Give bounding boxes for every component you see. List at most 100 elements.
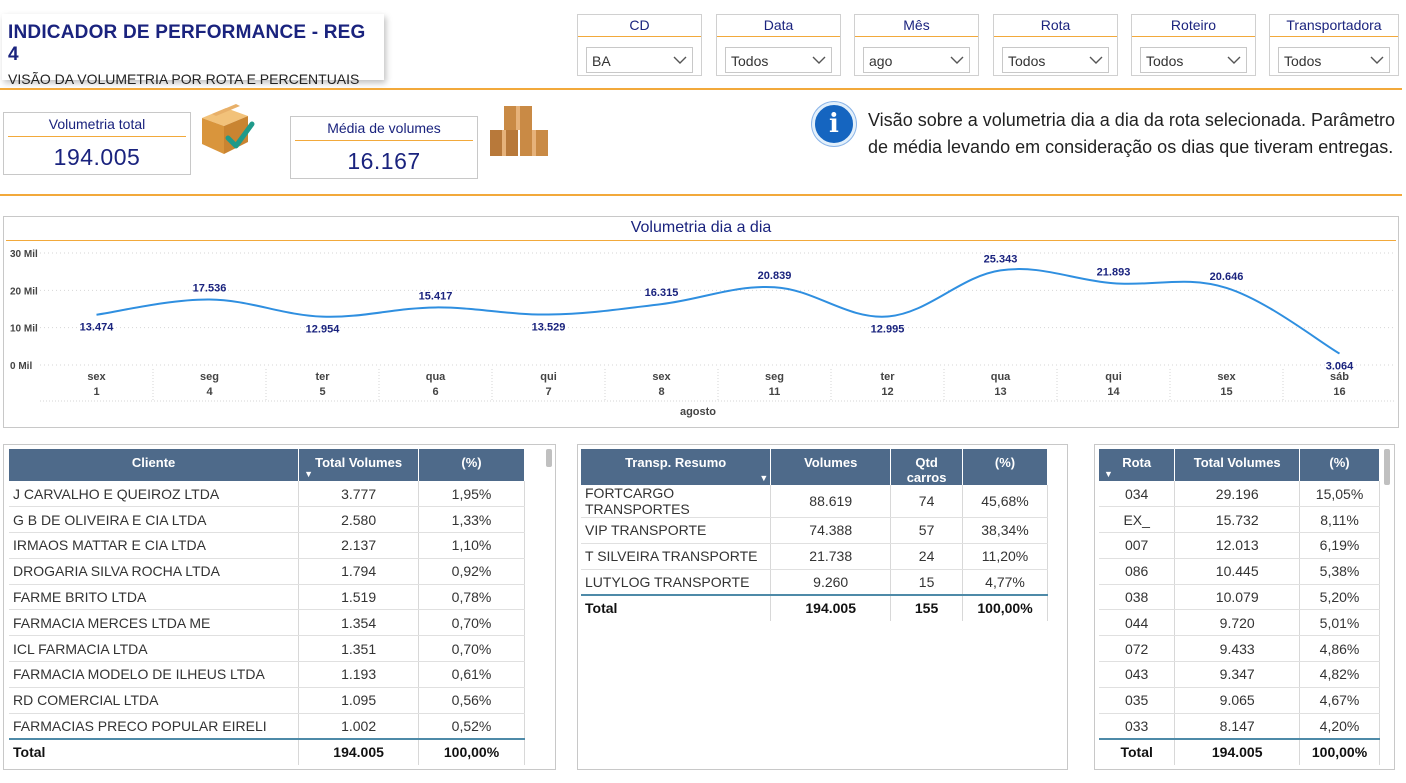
y-tick-label: 10 Mil [10, 324, 38, 335]
slicer-dropdown-data[interactable]: Todos [725, 47, 832, 73]
rotas-table: Rota ▼ Total Volumes (%) 034 29.196 15,05% EX_ 1… [1099, 449, 1380, 765]
table-cell: 2.580 [298, 506, 420, 534]
data-label: 25.343 [984, 253, 1018, 265]
data-label: 16.315 [645, 287, 679, 299]
x-tick-dow: sex [652, 371, 671, 383]
slicer-dropdown-rota[interactable]: Todos [1002, 47, 1109, 73]
table-row[interactable]: IRMAOS MATTAR E CIA LTDA 2.137 1,10% [9, 532, 525, 559]
slicer-label: Roteiro [1132, 15, 1255, 37]
table-cell: 1.095 [298, 687, 420, 714]
column-header[interactable]: (%) [1299, 449, 1380, 481]
table-row[interactable]: 043 9.347 4,82% [1099, 661, 1380, 688]
table-cell: 1.519 [298, 584, 420, 611]
table-row[interactable]: RD COMERCIAL LTDA 1.095 0,56% [9, 687, 525, 714]
table-row[interactable]: ICL FARMACIA LTDA 1.351 0,70% [9, 635, 525, 663]
table-row[interactable]: 007 12.013 6,19% [1099, 532, 1380, 559]
kpi-value: 194.005 [53, 144, 141, 170]
x-tick-day: 1 [93, 386, 99, 398]
column-header[interactable]: (%) [962, 449, 1048, 485]
table-cell: 10.079 [1174, 584, 1301, 611]
slicer-cd: CD BA [577, 14, 702, 76]
x-tick-day: 14 [1107, 386, 1120, 398]
scrollbar[interactable] [1384, 449, 1390, 485]
table-total-cell: 100,00% [418, 737, 525, 765]
table-cell: 4,77% [962, 569, 1048, 596]
column-header[interactable]: Rota ▼ [1099, 449, 1176, 481]
table-row[interactable]: FARMACIA MODELO DE ILHEUS LTDA 1.193 0,61% [9, 661, 525, 688]
table-row[interactable]: 034 29.196 15,05% [1099, 481, 1380, 508]
column-header[interactable]: Transp. Resumo ▼ [581, 449, 772, 485]
data-label: 3.064 [1326, 361, 1354, 373]
x-tick-day: 12 [881, 386, 893, 398]
column-header[interactable]: Cliente [9, 449, 300, 481]
column-header[interactable]: Total Volumes [1174, 449, 1301, 481]
table-cell: 044 [1099, 609, 1176, 637]
x-tick-dow: seg [200, 371, 219, 383]
table-row[interactable]: J CARVALHO E QUEIROZ LTDA 3.777 1,95% [9, 481, 525, 508]
slicer-dropdown-cd[interactable]: BA [586, 47, 693, 73]
table-cell: FARMACIA MODELO DE ILHEUS LTDA [9, 661, 300, 688]
table-cell: 1.794 [298, 558, 420, 585]
table-cell: 9.720 [1174, 609, 1301, 637]
chevron-down-icon [1370, 48, 1384, 65]
table-row[interactable]: 086 10.445 5,38% [1099, 558, 1380, 585]
table-total-cell: 155 [890, 593, 964, 621]
table-row[interactable]: FARMACIA MERCES LTDA ME 1.354 0,70% [9, 609, 525, 637]
slicer-dropdown-transportadora[interactable]: Todos [1278, 47, 1390, 73]
slicer-value: Todos [1284, 53, 1322, 69]
slicer-dropdown-roteiro[interactable]: Todos [1140, 47, 1247, 73]
y-tick-label: 0 Mil [10, 361, 32, 372]
slicer-label: Data [717, 15, 840, 37]
kpi-volumetria-total: Volumetria total 194.005 [3, 112, 191, 175]
table-row[interactable]: 072 9.433 4,86% [1099, 635, 1380, 663]
table-total-cell: Total [581, 593, 772, 621]
chevron-down-icon [673, 48, 687, 65]
data-label: 17.536 [193, 283, 227, 295]
slicer-transportadora: Transportadora Todos [1269, 14, 1399, 76]
data-label: 12.995 [871, 323, 905, 335]
slicer-value: Todos [731, 53, 769, 69]
x-tick-dow: seg [765, 371, 784, 383]
table-cell: 74.388 [770, 517, 892, 544]
table-cell: 1.351 [298, 635, 420, 663]
table-cell: 0,70% [418, 635, 525, 663]
table-cell: 12.013 [1174, 532, 1301, 559]
sort-desc-icon[interactable]: ▼ [759, 473, 769, 483]
table-cell: 0,61% [418, 661, 525, 688]
slicer-dropdown-mes[interactable]: ago [863, 47, 970, 73]
kpi-label: Média de volumes [295, 117, 473, 141]
table-row[interactable]: FARME BRITO LTDA 1.519 0,78% [9, 584, 525, 611]
table-row[interactable]: 033 8.147 4,20% [1099, 713, 1380, 740]
column-header[interactable]: (%) [418, 449, 525, 481]
table-row[interactable]: FARMACIAS PRECO POPULAR EIRELI 1.002 0,52% [9, 713, 525, 740]
table-row[interactable]: 035 9.065 4,67% [1099, 687, 1380, 714]
table-row[interactable]: FORTCARGO TRANSPORTES 88.619 74 45,68% [581, 485, 1048, 518]
table-cell: 033 [1099, 713, 1176, 740]
table-cell: 38,34% [962, 517, 1048, 544]
scrollbar[interactable] [546, 449, 552, 467]
table-cell: VIP TRANSPORTE [581, 517, 772, 544]
table-row[interactable]: LUTYLOG TRANSPORTE 9.260 15 4,77% [581, 569, 1048, 596]
column-header[interactable]: Volumes [770, 449, 892, 485]
sort-desc-icon[interactable]: ▼ [1104, 469, 1113, 479]
table-row[interactable]: T SILVEIRA TRANSPORTE 21.738 24 11,20% [581, 543, 1048, 570]
table-row[interactable]: EX_ 15.732 8,11% [1099, 506, 1380, 534]
column-header[interactable]: Qtd carros [890, 449, 964, 485]
table-row[interactable]: DROGARIA SILVA ROCHA LTDA 1.794 0,92% [9, 558, 525, 585]
table-row[interactable]: G B DE OLIVEIRA E CIA LTDA 2.580 1,33% [9, 506, 525, 534]
table-cell: EX_ [1099, 506, 1176, 534]
table-row[interactable]: 038 10.079 5,20% [1099, 584, 1380, 611]
info-icon: i [812, 102, 856, 146]
table-cell: 072 [1099, 635, 1176, 663]
chart-title: Volumetria dia a dia [6, 217, 1396, 241]
y-tick-label: 30 Mil [10, 249, 38, 260]
table-cell: FARMACIAS PRECO POPULAR EIRELI [9, 713, 300, 740]
table-row[interactable]: VIP TRANSPORTE 74.388 57 38,34% [581, 517, 1048, 544]
chevron-down-icon [950, 48, 964, 65]
table-row[interactable]: 044 9.720 5,01% [1099, 609, 1380, 637]
sort-desc-icon[interactable]: ▼ [304, 469, 314, 479]
column-header[interactable]: Total Volumes ▼ [298, 449, 420, 481]
slicer-rota: Rota Todos [993, 14, 1118, 76]
info-text: Visão sobre a volumetria dia a dia da ro… [868, 110, 1395, 157]
table-cell: 1.193 [298, 661, 420, 688]
